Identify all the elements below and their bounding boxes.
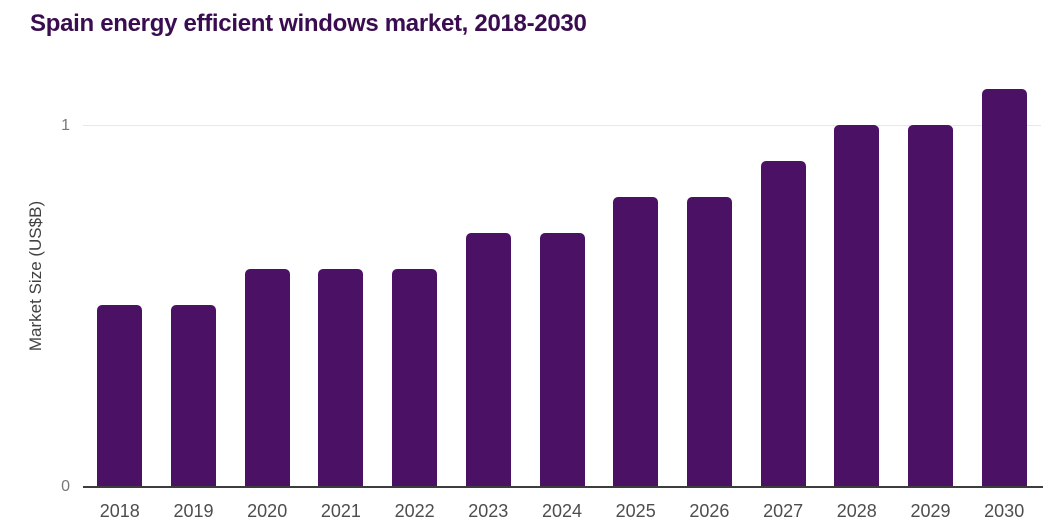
x-tick-label-2024: 2024 — [541, 501, 583, 521]
gridline-y1 — [83, 125, 1041, 126]
x-tick-label-2028: 2028 — [836, 501, 877, 521]
x-tick-label-2018: 2018 — [99, 501, 140, 521]
x-tick-label-2025: 2025 — [615, 501, 656, 521]
bar-2028 — [834, 125, 880, 486]
bar-2029 — [908, 125, 953, 486]
x-tick-label-2027: 2027 — [763, 501, 804, 521]
x-tick-label-2029: 2029 — [910, 501, 951, 521]
bar-2022 — [392, 269, 438, 486]
x-tick-label-2030: 2030 — [984, 501, 1025, 521]
bar-2025 — [613, 197, 659, 486]
bar-2027 — [760, 161, 806, 486]
x-tick-label-2023: 2023 — [468, 501, 509, 521]
bar-2021 — [318, 269, 364, 486]
bar-2018 — [97, 305, 143, 486]
bar-2030 — [981, 89, 1027, 486]
y-tick-label-0: 0 — [61, 478, 70, 495]
x-tick-label-2022: 2022 — [394, 501, 435, 521]
y-tick-label-1: 1 — [61, 117, 70, 134]
chart-title: Spain energy efficient windows market, 2… — [30, 10, 587, 37]
bar-2020 — [244, 269, 290, 486]
x-tick-label-2021: 2021 — [320, 501, 361, 521]
x-tick-label-2020: 2020 — [247, 501, 288, 521]
bar-2026 — [686, 197, 732, 486]
x-axis-line — [83, 486, 1043, 488]
bar-2024 — [539, 233, 585, 486]
y-axis-title: Market Size (US$B) — [26, 200, 45, 352]
bar-2019 — [171, 305, 216, 486]
x-tick-label-2019: 2019 — [173, 501, 214, 521]
x-tick-label-2026: 2026 — [689, 501, 730, 521]
bar-2023 — [465, 233, 511, 486]
